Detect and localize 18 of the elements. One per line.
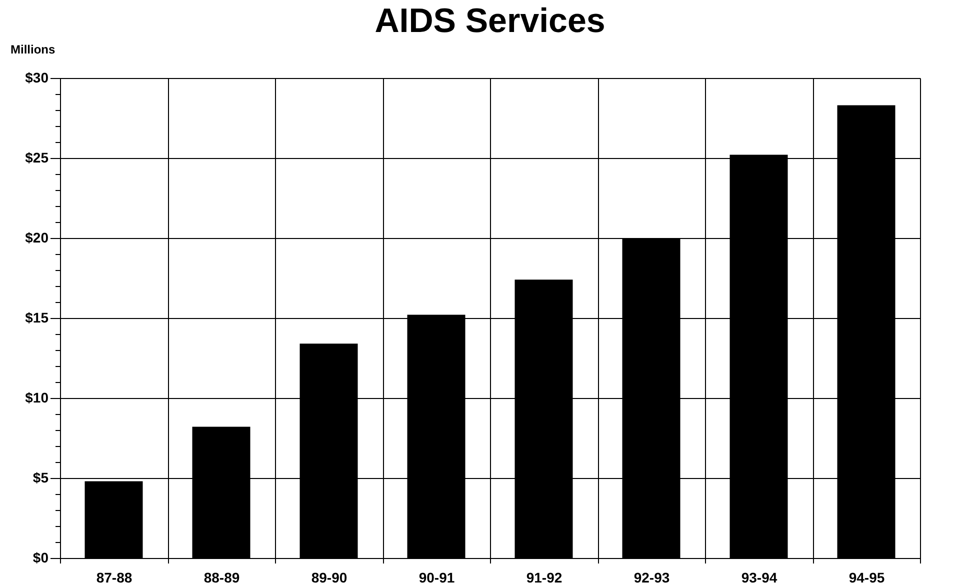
x-tick-label: 94-95 [848,570,885,585]
y-tick-label: $5 [32,470,49,486]
y-tick-label: $25 [25,150,49,166]
x-tick-label: 88-89 [204,570,240,585]
y-tick-label: $15 [25,310,49,326]
x-tick-label: 93-94 [741,570,778,585]
y-axis-title: Millions [10,42,56,56]
x-tick-label: 92-93 [634,570,670,585]
bar [84,481,143,558]
y-tick-label: $10 [25,390,49,406]
x-tick-label: 87-88 [96,570,132,585]
chart-title: AIDS Services [374,2,606,40]
y-tick-label: $30 [25,70,49,86]
y-tick-label: $20 [25,230,49,246]
y-tick-label: $0 [32,550,49,566]
x-tick-label: 90-91 [418,570,455,585]
x-tick-label: 91-92 [526,570,562,585]
x-tick-label: 89-90 [311,570,348,585]
